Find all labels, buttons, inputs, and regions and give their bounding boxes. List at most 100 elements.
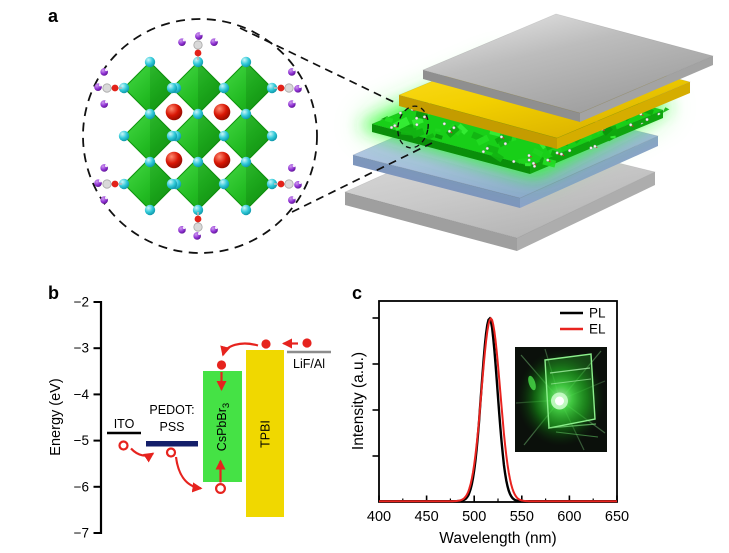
br-atom xyxy=(218,130,230,142)
layer-silver-electrode-side-right xyxy=(580,56,713,122)
br-atom xyxy=(218,178,230,190)
octahedron-shading xyxy=(246,62,272,114)
surface-ligand xyxy=(94,164,122,204)
br-atom xyxy=(118,130,130,142)
layer-blue-side-right xyxy=(520,136,658,208)
layer-gold-side-left xyxy=(399,95,557,149)
br-atom xyxy=(144,156,156,168)
crystal-structure-magnified xyxy=(82,18,318,254)
callout-line-top xyxy=(239,27,399,105)
nanocrystal-cube xyxy=(532,147,544,158)
ligand-dot xyxy=(393,124,397,128)
layer-substrate-side-left xyxy=(345,192,517,251)
nanocrystal-cube xyxy=(542,157,557,168)
ligand-dot xyxy=(389,125,394,130)
br-atom xyxy=(118,178,130,190)
layer-substrate-side-right xyxy=(517,172,655,251)
ligand-h-atom xyxy=(298,85,302,89)
ligand-dot-small xyxy=(530,155,532,158)
layer-blue-side-left xyxy=(353,155,520,208)
x-tick-label: 550 xyxy=(510,509,534,525)
octahedron-shading xyxy=(198,62,224,114)
tpbi-label: TPBI xyxy=(259,420,273,448)
ligand-h-atom xyxy=(214,226,218,230)
ligand-dot xyxy=(629,123,633,127)
nanocrystal-cube xyxy=(494,134,507,144)
ligand-h-atom xyxy=(292,100,296,104)
octahedron-shading xyxy=(198,110,224,162)
ligand-dot-small xyxy=(558,153,560,155)
hole-arrow-ito-to-pedot xyxy=(130,447,155,463)
ligand-dot xyxy=(452,126,456,130)
ligand-dot xyxy=(532,164,537,168)
ito-level: ITO xyxy=(107,417,141,435)
br-atom xyxy=(266,82,278,94)
br-atom xyxy=(192,204,204,216)
ligand-h-atom xyxy=(199,32,203,36)
br-atom xyxy=(192,56,204,68)
octahedron-shading xyxy=(246,110,272,162)
y-tick-label: −7 xyxy=(74,526,89,541)
octahedron-shading xyxy=(150,62,176,114)
br-atom xyxy=(218,82,230,94)
cathode-level: LiF/Al xyxy=(287,350,331,371)
ligand-dot xyxy=(645,117,649,122)
ligand-h-atom xyxy=(182,226,186,230)
y-tick-label: −2 xyxy=(74,295,89,310)
cs-atom xyxy=(165,103,183,121)
nanocrystal-cube xyxy=(518,158,528,164)
svg-text:CsPbBr3: CsPbBr3 xyxy=(215,403,232,451)
ligand-dot xyxy=(568,148,572,153)
ligand-dot-small xyxy=(502,137,505,139)
hole-circle-ito xyxy=(118,440,129,451)
hole-circle-pedot xyxy=(165,447,177,458)
ligand-dot xyxy=(447,129,452,133)
y-tick-label: −6 xyxy=(74,479,89,494)
ligand-dot-small xyxy=(631,125,634,127)
br-atom xyxy=(240,204,252,216)
ligand-dot xyxy=(481,150,485,154)
nanocrystal-cube xyxy=(525,163,531,167)
br-atom xyxy=(166,178,178,190)
nanocrystal-cube xyxy=(434,133,443,140)
ligand-dot xyxy=(485,146,489,151)
ligand-c-atom xyxy=(102,83,112,93)
cs-atom xyxy=(213,151,231,169)
octahedron-shading xyxy=(150,110,176,162)
pedot-label: PEDOT: xyxy=(149,403,194,417)
hole-arrow-pedot-to-perovskite xyxy=(174,456,203,493)
surface-ligand xyxy=(178,32,218,60)
cs-atom xyxy=(165,151,183,169)
magnifier-callout xyxy=(239,27,433,213)
panel-a-label: a xyxy=(48,6,59,26)
ligand-o-atom xyxy=(111,180,119,188)
inset-reflection-blob xyxy=(528,375,536,391)
ligand-dot xyxy=(415,116,419,120)
ligand-o-atom xyxy=(111,84,119,92)
br-atom xyxy=(144,56,156,68)
surface-ligand xyxy=(178,212,218,240)
cs-atoms xyxy=(165,103,231,169)
ligand-h-atom xyxy=(214,38,218,42)
cathode-label: LiF/Al xyxy=(293,357,325,371)
x-tick-label: 450 xyxy=(414,509,438,525)
perovskite-label-subscript: 3 xyxy=(221,403,232,408)
nanocrystal-cube xyxy=(456,123,469,135)
nanocrystal-cube xyxy=(434,128,441,133)
ligand-o-atom xyxy=(194,49,202,57)
ligand-dot xyxy=(546,158,550,162)
ligand-dot xyxy=(593,144,597,148)
inset-emission-spot xyxy=(555,396,564,406)
octahedra-lattice xyxy=(123,61,273,211)
ligand-dot xyxy=(527,153,531,158)
ligand-dot xyxy=(499,135,504,139)
ligand-c-atom xyxy=(102,179,112,189)
ligand-dot xyxy=(512,159,516,164)
electron-dot-perovskite xyxy=(216,360,227,370)
ligand-c-atom xyxy=(193,222,203,232)
electron-arrow-tpbi-to-perovskite xyxy=(220,342,259,357)
ito-label: ITO xyxy=(114,417,135,431)
x-tick-label: 600 xyxy=(557,509,581,525)
layer-gold-side-right xyxy=(557,82,690,149)
